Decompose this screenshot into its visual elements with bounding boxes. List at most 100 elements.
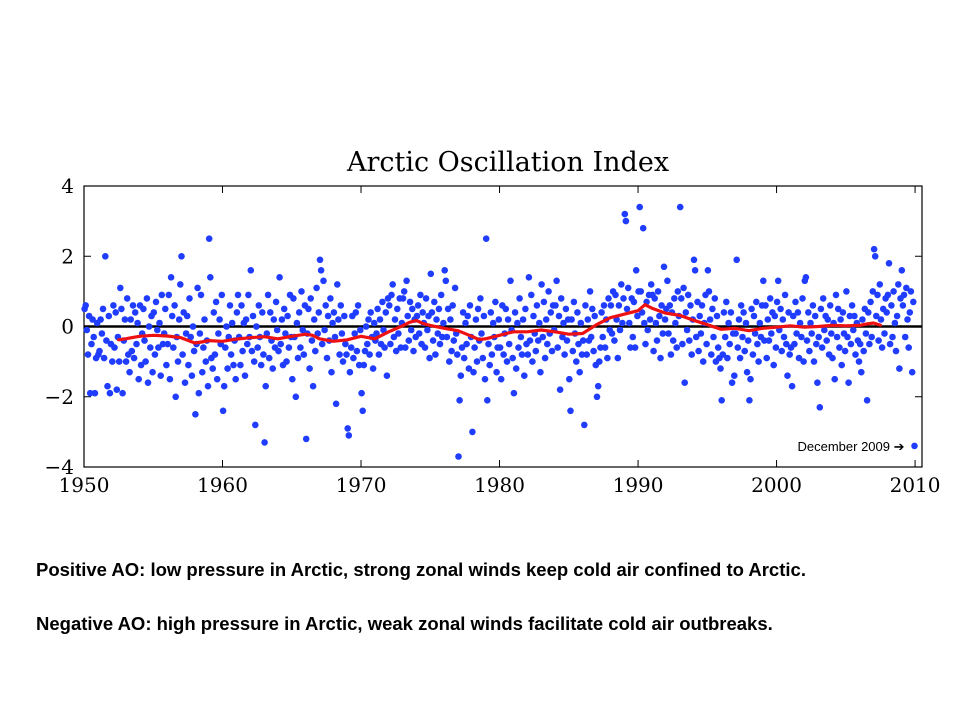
data-point bbox=[294, 354, 302, 362]
data-point bbox=[747, 375, 754, 383]
data-point bbox=[323, 354, 331, 362]
data-point bbox=[441, 267, 449, 274]
data-point bbox=[134, 319, 141, 327]
data-point bbox=[516, 295, 523, 302]
data-point bbox=[280, 305, 288, 313]
y-tick-label: −4 bbox=[45, 455, 74, 479]
data-point bbox=[823, 337, 830, 344]
data-point bbox=[641, 319, 648, 327]
data-point bbox=[324, 312, 332, 320]
data-point bbox=[292, 393, 300, 401]
data-point bbox=[220, 382, 228, 390]
data-point bbox=[771, 312, 779, 320]
data-point bbox=[605, 295, 612, 302]
data-point bbox=[600, 302, 608, 309]
data-point bbox=[858, 368, 865, 376]
data-point bbox=[105, 312, 113, 320]
data-point bbox=[165, 291, 173, 299]
data-point bbox=[241, 372, 249, 380]
data-point bbox=[327, 295, 334, 302]
data-point bbox=[477, 295, 484, 302]
data-point bbox=[302, 435, 310, 443]
data-point bbox=[237, 361, 244, 369]
data-point bbox=[414, 302, 422, 309]
data-point bbox=[899, 302, 907, 309]
data-point bbox=[851, 312, 858, 320]
data-point bbox=[502, 305, 510, 313]
data-point bbox=[574, 309, 581, 316]
data-point bbox=[654, 288, 662, 295]
data-point bbox=[249, 312, 257, 320]
data-point bbox=[777, 305, 784, 313]
data-point bbox=[709, 305, 716, 313]
data-point bbox=[305, 305, 312, 313]
data-point bbox=[127, 316, 134, 323]
data-point bbox=[172, 393, 179, 401]
data-point bbox=[786, 351, 793, 358]
data-point bbox=[536, 319, 543, 327]
x-tick-label: 1950 bbox=[59, 473, 110, 497]
data-point bbox=[903, 284, 910, 292]
data-point bbox=[155, 344, 162, 351]
data-point bbox=[365, 316, 372, 323]
data-point bbox=[629, 333, 637, 341]
data-point bbox=[749, 351, 757, 358]
data-point bbox=[559, 333, 566, 341]
data-point bbox=[809, 302, 817, 309]
data-point bbox=[803, 337, 811, 344]
data-point bbox=[437, 291, 445, 299]
data-point bbox=[337, 302, 345, 309]
data-point bbox=[616, 326, 624, 334]
data-point bbox=[440, 319, 447, 327]
data-point bbox=[846, 312, 854, 320]
data-point bbox=[429, 337, 437, 344]
data-point bbox=[911, 442, 918, 450]
data-point bbox=[486, 361, 494, 369]
data-point bbox=[577, 319, 585, 327]
data-point bbox=[656, 312, 663, 320]
data-point bbox=[688, 351, 695, 358]
data-point bbox=[865, 309, 872, 316]
data-point bbox=[766, 295, 774, 302]
positive-ao-note: Positive AO: low pressure in Arctic, str… bbox=[36, 559, 806, 580]
data-point bbox=[793, 330, 800, 337]
data-point bbox=[540, 298, 548, 306]
data-point bbox=[808, 330, 815, 337]
data-point bbox=[578, 351, 586, 358]
data-point bbox=[651, 295, 658, 302]
data-point bbox=[492, 298, 499, 306]
data-point bbox=[335, 316, 342, 323]
data-point bbox=[450, 337, 458, 344]
data-point bbox=[528, 291, 535, 299]
data-point bbox=[341, 312, 348, 320]
data-point bbox=[83, 326, 91, 334]
data-point bbox=[811, 312, 819, 320]
data-point bbox=[102, 252, 109, 260]
data-point bbox=[166, 375, 174, 383]
data-point bbox=[273, 326, 281, 334]
data-point bbox=[308, 337, 316, 344]
data-point bbox=[646, 316, 654, 323]
data-point bbox=[584, 316, 592, 323]
data-point bbox=[723, 298, 730, 306]
data-point bbox=[488, 351, 496, 358]
data-point bbox=[908, 368, 916, 376]
data-point bbox=[666, 302, 674, 309]
data-point bbox=[727, 309, 735, 316]
data-point bbox=[234, 291, 242, 299]
data-point bbox=[442, 277, 450, 285]
data-point bbox=[357, 326, 364, 334]
data-point bbox=[121, 316, 129, 323]
data-point bbox=[582, 302, 589, 309]
data-point bbox=[642, 340, 649, 348]
data-point bbox=[826, 302, 834, 309]
data-point bbox=[906, 309, 914, 316]
data-point bbox=[97, 316, 104, 323]
data-point bbox=[140, 305, 147, 313]
data-point bbox=[482, 235, 490, 242]
data-point bbox=[104, 382, 111, 390]
data-point bbox=[128, 347, 136, 355]
data-point bbox=[262, 382, 270, 390]
data-point bbox=[877, 316, 885, 323]
data-point bbox=[196, 330, 204, 337]
